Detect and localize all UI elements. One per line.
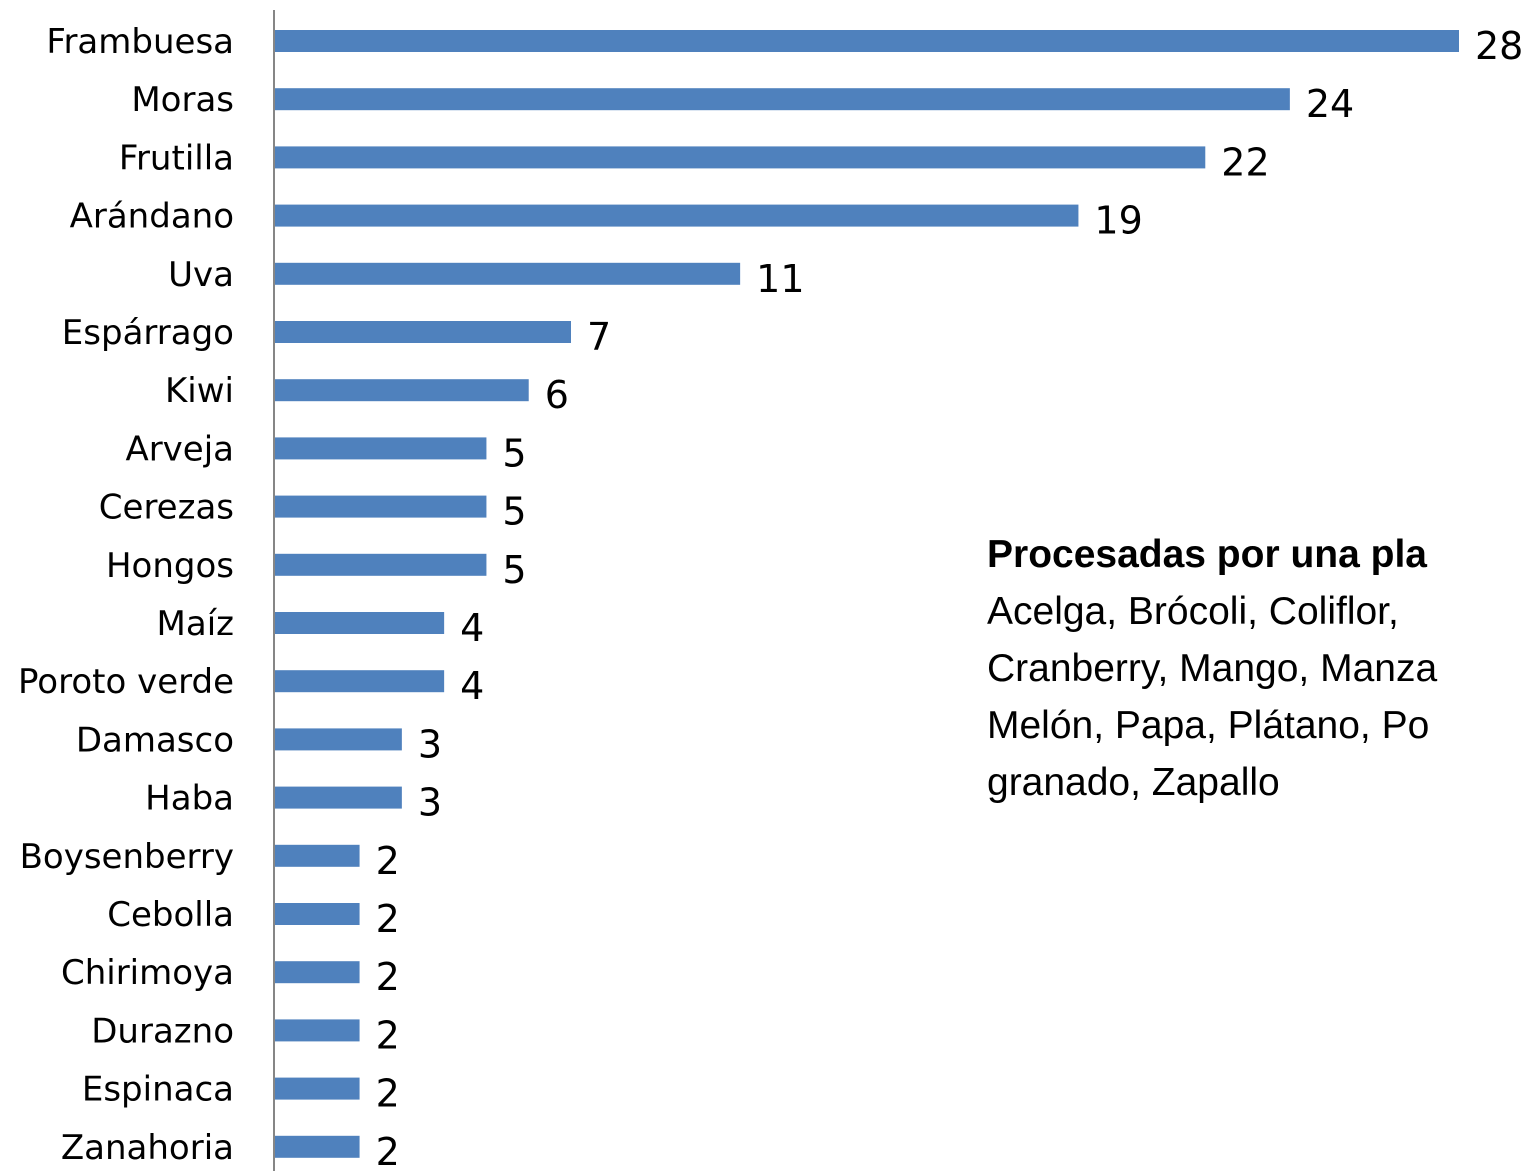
bar — [275, 379, 529, 402]
note-line: Acelga, Brócoli, Coliflor, — [987, 590, 1399, 633]
category-label: Damasco — [76, 720, 234, 760]
bar — [275, 728, 402, 751]
value-label: 2 — [376, 955, 400, 999]
bar — [275, 204, 1079, 227]
value-label: 3 — [418, 722, 442, 766]
value-label: 24 — [1306, 82, 1354, 126]
bar — [275, 1135, 360, 1158]
value-label: 5 — [502, 490, 526, 534]
bar — [275, 146, 1206, 169]
bar — [275, 1077, 360, 1100]
value-label: 2 — [376, 1072, 400, 1116]
bar — [275, 437, 487, 460]
category-label: Uva — [168, 255, 234, 295]
category-label: Haba — [145, 779, 234, 819]
category-label: Maíz — [157, 604, 234, 644]
bar — [275, 495, 487, 518]
processed-note: Procesadas por una pla Acelga, Brócoli, … — [987, 526, 1526, 811]
bar — [275, 1019, 360, 1042]
category-label: Durazno — [91, 1011, 234, 1051]
category-label: Arveja — [125, 429, 234, 469]
value-label: 2 — [376, 1130, 400, 1171]
bars-group — [275, 30, 1459, 1158]
bar — [275, 786, 402, 809]
note-line: Cranberry, Mango, Manza — [987, 647, 1438, 690]
value-label: 19 — [1094, 199, 1142, 243]
category-label: Espárrago — [62, 313, 234, 353]
value-label: 22 — [1221, 140, 1269, 184]
value-label: 4 — [460, 606, 484, 650]
category-label: Frutilla — [119, 138, 234, 178]
bar — [275, 961, 360, 984]
value-label: 28 — [1475, 24, 1523, 68]
value-label: 4 — [460, 664, 484, 708]
value-label: 5 — [502, 431, 526, 475]
category-label: Moras — [131, 80, 234, 120]
category-label: Cerezas — [99, 488, 234, 528]
bar — [275, 670, 445, 693]
bar — [275, 844, 360, 867]
category-label: Zanahoria — [61, 1128, 234, 1168]
value-label: 2 — [376, 1013, 400, 1057]
bar — [275, 903, 360, 925]
note-title: Procesadas por una pla — [987, 533, 1427, 576]
bar — [275, 30, 1459, 52]
category-label: Kiwi — [165, 371, 234, 411]
category-label: Arándano — [70, 197, 234, 237]
category-label: Hongos — [106, 546, 234, 586]
value-label: 5 — [502, 548, 526, 592]
bar — [275, 262, 741, 285]
category-label: Cebolla — [107, 895, 234, 935]
category-labels: Frambuesa Moras Frutilla Arándano Uva Espárra… — [18, 22, 234, 1168]
bar — [275, 88, 1290, 111]
note-line: granado, Zapallo — [987, 761, 1280, 804]
value-label: 2 — [376, 839, 400, 883]
value-label: 11 — [756, 257, 804, 301]
value-label: 7 — [587, 315, 611, 359]
category-label: Boysenberry — [20, 837, 234, 877]
category-label: Poroto verde — [18, 662, 234, 702]
value-label: 6 — [545, 373, 569, 417]
category-label: Chirimoya — [61, 953, 234, 993]
category-label: Espinaca — [82, 1070, 234, 1110]
bar — [275, 553, 487, 576]
bar — [275, 321, 571, 343]
bar — [275, 612, 445, 634]
note-line: Melón, Papa, Plátano, Po — [987, 704, 1430, 747]
category-label: Frambuesa — [46, 22, 234, 62]
value-label: 3 — [418, 781, 442, 825]
value-label: 2 — [376, 897, 400, 941]
